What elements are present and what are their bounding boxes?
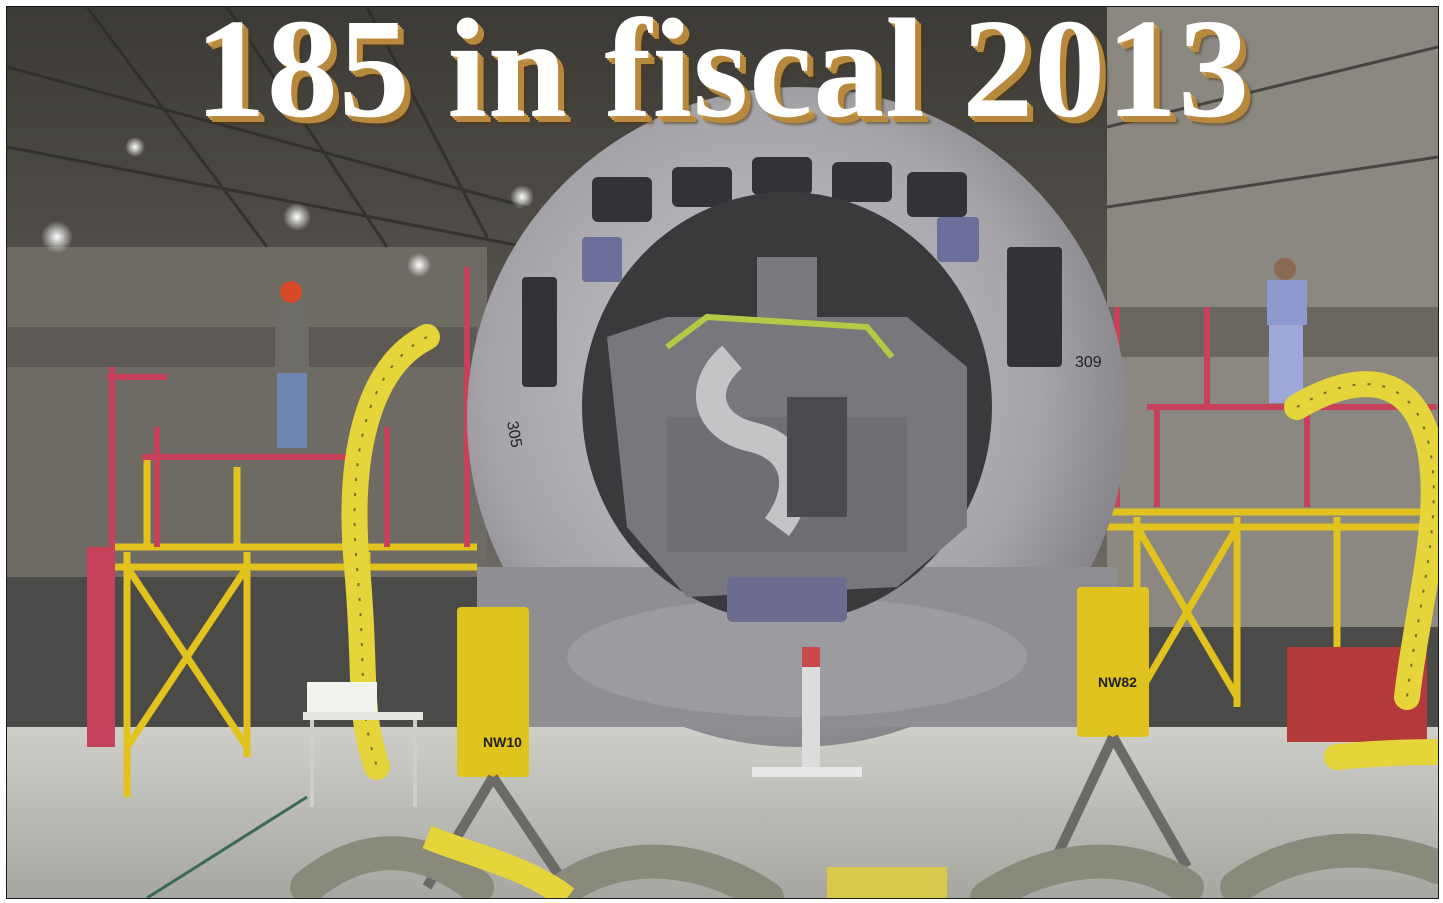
workbench	[303, 682, 423, 807]
cockpit-windows	[522, 157, 1062, 387]
ceiling-lamps	[41, 137, 534, 277]
aircraft-nose: 305 309	[467, 87, 1127, 777]
scaffold-left	[112, 457, 477, 797]
headline-title: 185 in fiscal 2013	[194, 6, 1251, 147]
worker-left	[275, 281, 309, 448]
grey-ducts	[290, 833, 1438, 898]
photo-frame: 305 309 NW10 NW82	[6, 6, 1439, 899]
nose-marking-right: 309	[1075, 354, 1102, 371]
roof-trusses	[7, 7, 1438, 249]
svg-text:NW10: NW10	[483, 734, 522, 750]
hangar-photo: 305 309 NW10 NW82	[7, 7, 1438, 898]
worker-right	[1267, 258, 1307, 403]
stairs-left	[107, 267, 470, 547]
svg-text:NW82: NW82	[1098, 674, 1137, 690]
hangar-wall-left	[7, 247, 487, 577]
nose-marking-left: 305	[503, 420, 524, 449]
